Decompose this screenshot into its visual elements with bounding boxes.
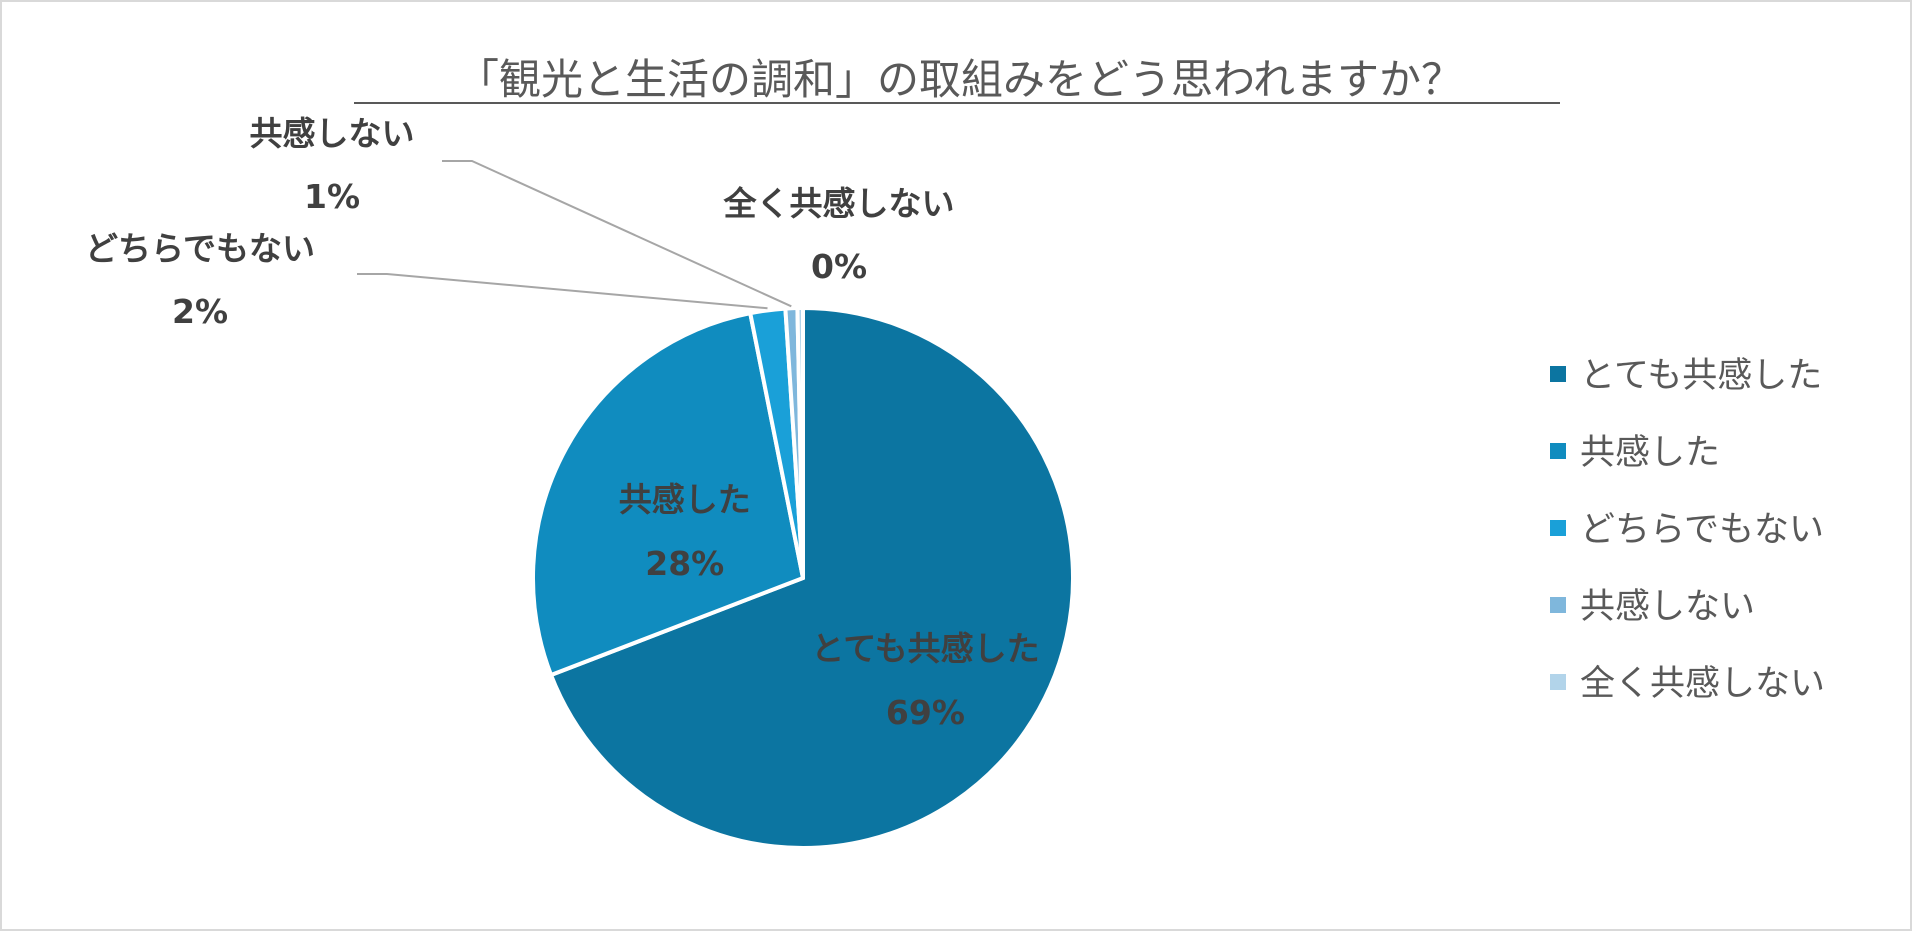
data-label-category-3: どちらでもない <box>85 229 315 268</box>
data-label-value-3: 2% <box>172 292 228 331</box>
data-label-category-2: 共感した <box>619 480 751 519</box>
data-label-category-1: とても共感した <box>811 629 1039 668</box>
data-labels: とても共感した 69% 共感した 28% どちらでもない 2% 共感しない 1% 全く共感しない… <box>85 114 1040 732</box>
data-label-value-4: 1% <box>304 177 360 216</box>
data-label-value-1: 69% <box>886 693 965 732</box>
legend-swatch-1 <box>1550 366 1566 382</box>
data-label-category-4: 共感しない <box>250 114 415 153</box>
legend-swatch-5 <box>1550 674 1566 690</box>
legend-label-4: 共感しない <box>1580 587 1755 627</box>
data-label-value-2: 28% <box>645 544 724 583</box>
legend-label-2: 共感した <box>1580 433 1720 473</box>
legend-swatch-2 <box>1550 443 1566 459</box>
legend-label-3: どちらでもない <box>1580 510 1824 550</box>
pie-slices <box>531 306 1075 850</box>
leader-lines <box>357 160 792 310</box>
legend-swatch-4 <box>1550 597 1566 613</box>
legend-swatch-3 <box>1550 520 1566 536</box>
pie-slice-1 <box>549 306 1075 850</box>
data-label-category-5: 全く共感しない <box>723 184 955 223</box>
leader-line-3 <box>357 273 768 310</box>
pie-slice-2 <box>531 311 805 678</box>
leader-line-4 <box>442 160 792 308</box>
pie-slice-5 <box>795 306 805 580</box>
legend-label-5: 全く共感しない <box>1580 664 1825 704</box>
data-label-value-5: 0% <box>811 247 867 286</box>
chart-title: 「観光と生活の調和」の取組みをどう思われますか？ <box>457 55 1463 104</box>
legend-label-1: とても共感した <box>1580 356 1822 396</box>
